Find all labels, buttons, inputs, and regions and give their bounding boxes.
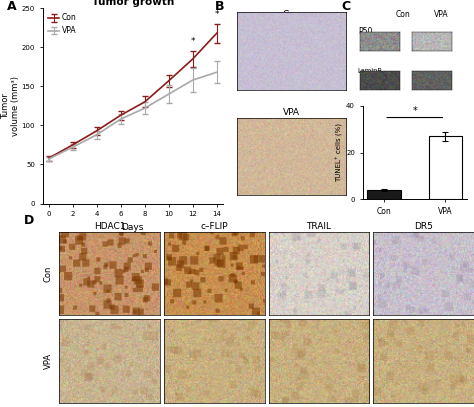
Title: DR5: DR5 [414,222,433,231]
Y-axis label: TUNEL⁺ cells (%): TUNEL⁺ cells (%) [336,123,343,182]
Text: Con: Con [44,265,53,282]
Bar [428,136,462,199]
Title: TRAIL: TRAIL [307,222,331,231]
Text: D: D [24,214,34,227]
Text: Con: Con [283,10,300,19]
Text: P50: P50 [358,27,372,36]
Bar [367,190,401,199]
Text: VPA: VPA [434,10,448,19]
Text: C: C [342,0,351,13]
X-axis label: Days: Days [121,223,144,232]
Text: Con: Con [396,10,410,19]
Y-axis label: Tumor
volume (mm³): Tumor volume (mm³) [1,76,20,136]
Legend: Con, VPA: Con, VPA [46,12,78,37]
Text: *: * [215,10,219,19]
Text: VPA: VPA [283,108,300,117]
Text: B: B [214,0,224,13]
Text: *: * [412,106,417,116]
Text: VPA: VPA [44,353,53,369]
Text: *: * [191,37,195,46]
Text: A: A [7,0,16,13]
Title: HDAC1: HDAC1 [94,222,126,231]
Title: Tumor growth: Tumor growth [91,0,174,7]
Title: c–FLIP: c–FLIP [201,222,228,231]
Text: LaminB: LaminB [358,68,383,74]
